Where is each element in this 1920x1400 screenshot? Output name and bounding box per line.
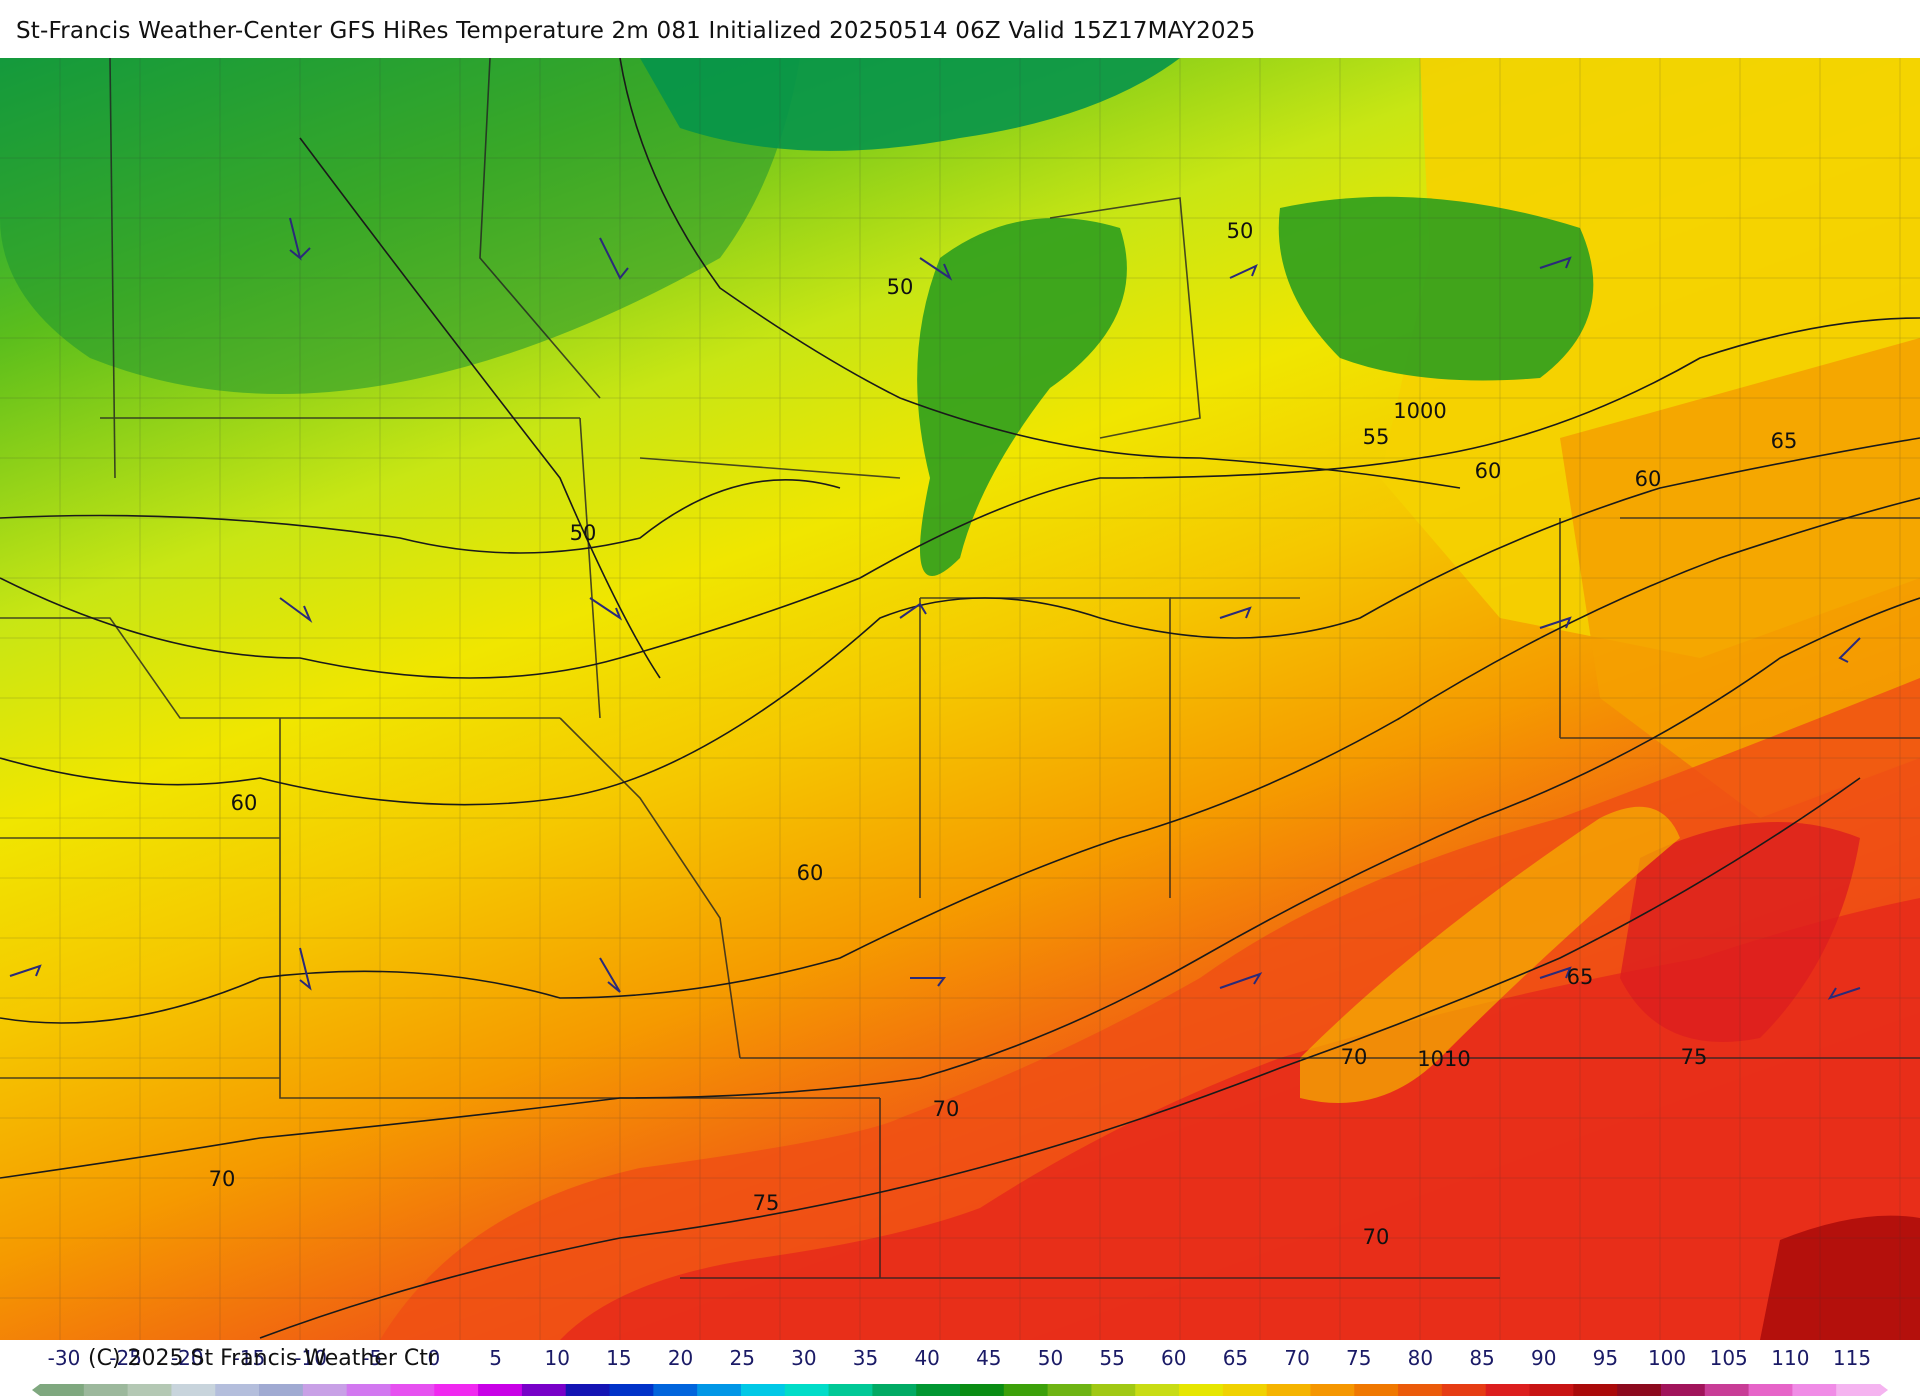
colorbar-swatch [1573,1384,1618,1396]
colorbar-tick-label: 25 [729,1346,755,1370]
isotherm-label: 50 [887,275,914,299]
colorbar-swatch [872,1384,917,1396]
colorbar-tick-label: 5 [489,1346,502,1370]
colorbar-tick-label: 20 [667,1346,694,1370]
colorbar-swatch [215,1384,260,1396]
isotherm-label: 70 [1341,1045,1368,1069]
colorbar-tick-label: 30 [791,1346,817,1370]
isotherm-label: 60 [231,791,258,815]
colorbar-swatch [259,1384,304,1396]
colorbar-tick-label: 55 [1099,1346,1125,1370]
colorbar-swatch [1047,1384,1092,1396]
colorbar-tick-label: 60 [1161,1346,1187,1370]
colorbar-swatch [1704,1384,1750,1396]
colorbar-tick-label: 105 [1709,1346,1748,1370]
colorbar-tick-label: 45 [976,1346,1002,1370]
colorbar-tick-label: 10 [544,1346,570,1370]
colorbar-swatch [1836,1384,1881,1396]
colorbar-swatch [1617,1384,1662,1396]
isotherm-label: 70 [209,1167,236,1191]
colorbar-swatch [916,1384,961,1396]
isotherm-label: 70 [1363,1225,1390,1249]
colorbar-swatch [1529,1384,1574,1396]
colorbar-swatch [478,1384,523,1396]
colorbar-tick-label: 80 [1407,1346,1434,1370]
temperature-colorbar [32,1384,1888,1396]
isotherm-label: 70 [933,1097,960,1121]
isotherm-label: 50 [570,521,597,545]
colorbar-tick-label: -20 [170,1346,204,1370]
colorbar-swatch [653,1384,698,1396]
colorbar-swatch [609,1384,654,1396]
isotherm-label: 65 [1771,429,1798,453]
colorbar-tick-label: 0 [427,1346,441,1370]
colorbar-swatch [740,1384,786,1396]
isobar-label: 1000 [1393,399,1446,423]
colorbar-swatch [1266,1384,1311,1396]
colorbar-swatch [40,1384,85,1396]
colorbar-tick-label: -15 [232,1346,266,1370]
colorbar-left-arrow [32,1384,40,1396]
colorbar-swatch [697,1384,742,1396]
colorbar-swatch [1792,1384,1837,1396]
colorbar-tick-label: 110 [1771,1346,1810,1370]
colorbar-swatch [784,1384,830,1396]
colorbar-swatch [1310,1384,1355,1396]
colorbar-swatch [521,1384,567,1396]
isotherm-label: 60 [1475,459,1502,483]
colorbar-tick-label: 85 [1469,1346,1495,1370]
colorbar-swatch [83,1384,129,1396]
colorbar-swatch [390,1384,435,1396]
colorbar-swatch [1354,1384,1399,1396]
colorbar-tick-label: 95 [1592,1346,1619,1370]
copyright-text: (C) 2025 St Francis Weather Ctr [88,1346,437,1371]
colorbar-tick-label: 35 [852,1346,879,1370]
colorbar-swatch [960,1384,1005,1396]
colorbar-tick-label: 65 [1222,1346,1249,1370]
colorbar-tick-label: 75 [1346,1346,1372,1370]
temperature-map: 50 50 50 55 60 60 65 60 60 65 70 70 75 7… [0,58,1920,1340]
colorbar-tick-label: -25 [109,1346,142,1370]
colorbar-tick-label: 15 [606,1346,632,1370]
map-title: St-Francis Weather-Center GFS HiRes Temp… [16,18,1256,44]
colorbar-swatch [1091,1384,1136,1396]
colorbar-tick-label: 70 [1284,1346,1310,1370]
colorbar-swatch [1179,1384,1224,1396]
isotherm-label: 60 [1635,467,1662,491]
isotherm-label: 60 [797,861,824,885]
colorbar-swatch [1003,1384,1049,1396]
isobar-label: 1010 [1417,1047,1470,1071]
colorbar-swatch [346,1384,391,1396]
colorbar-tick-label: 50 [1037,1346,1064,1370]
colorbar-swatch [1222,1384,1268,1396]
colorbar-swatch [1398,1384,1443,1396]
colorbar-swatch [171,1384,216,1396]
colorbar-swatch [1135,1384,1180,1396]
colorbar-tick-label: 90 [1530,1346,1557,1370]
colorbar-tick-label: -10 [294,1346,327,1370]
colorbar-swatch [1441,1384,1487,1396]
colorbar-swatch [127,1384,172,1396]
colorbar-tick-label: 115 [1832,1346,1872,1370]
colorbar-swatch [1748,1384,1793,1396]
isotherm-label: 75 [753,1191,780,1215]
isotherm-label: 50 [1227,219,1254,243]
colorbar-swatch [565,1384,611,1396]
colorbar-tick-label: -5 [362,1346,383,1370]
isotherm-label: 55 [1363,425,1390,449]
colorbar-swatch [828,1384,873,1396]
colorbar-swatch [302,1384,348,1396]
isotherm-label: 65 [1567,965,1594,989]
colorbar-swatch [434,1384,479,1396]
isotherm-label: 75 [1681,1045,1708,1069]
colorbar-right-arrow [1880,1384,1888,1396]
colorbar-tick-label: -30 [47,1346,81,1370]
colorbar-tick-label: 100 [1647,1346,1687,1370]
colorbar-swatch [1485,1384,1531,1396]
colorbar-swatch [1660,1384,1706,1396]
colorbar-tick-label: 40 [914,1346,940,1370]
